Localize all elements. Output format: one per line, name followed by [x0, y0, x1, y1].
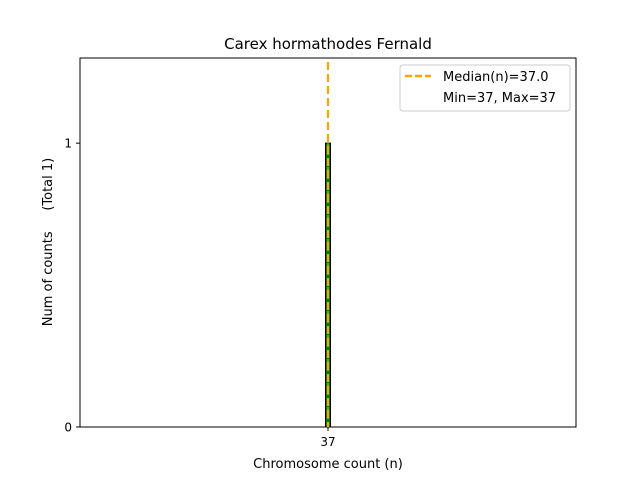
legend-median-label: Median(n)=37.0	[443, 70, 549, 85]
y-axis-label: Num of counts (Total 1)	[41, 158, 56, 326]
legend-minmax-label: Min=37, Max=37	[443, 91, 556, 106]
x-tick-label-37: 37	[320, 435, 335, 449]
chart-marks: 0 1 37	[64, 62, 348, 449]
y-tick-label-1: 1	[64, 137, 72, 151]
y-tick-label-0: 0	[64, 421, 72, 435]
chart-title: Carex hormathodes Fernald	[224, 35, 432, 53]
legend-box	[399, 64, 571, 112]
legend: Median(n)=37.0 Min=37, Max=37	[399, 64, 571, 112]
x-axis-label: Chromosome count (n)	[253, 457, 403, 472]
